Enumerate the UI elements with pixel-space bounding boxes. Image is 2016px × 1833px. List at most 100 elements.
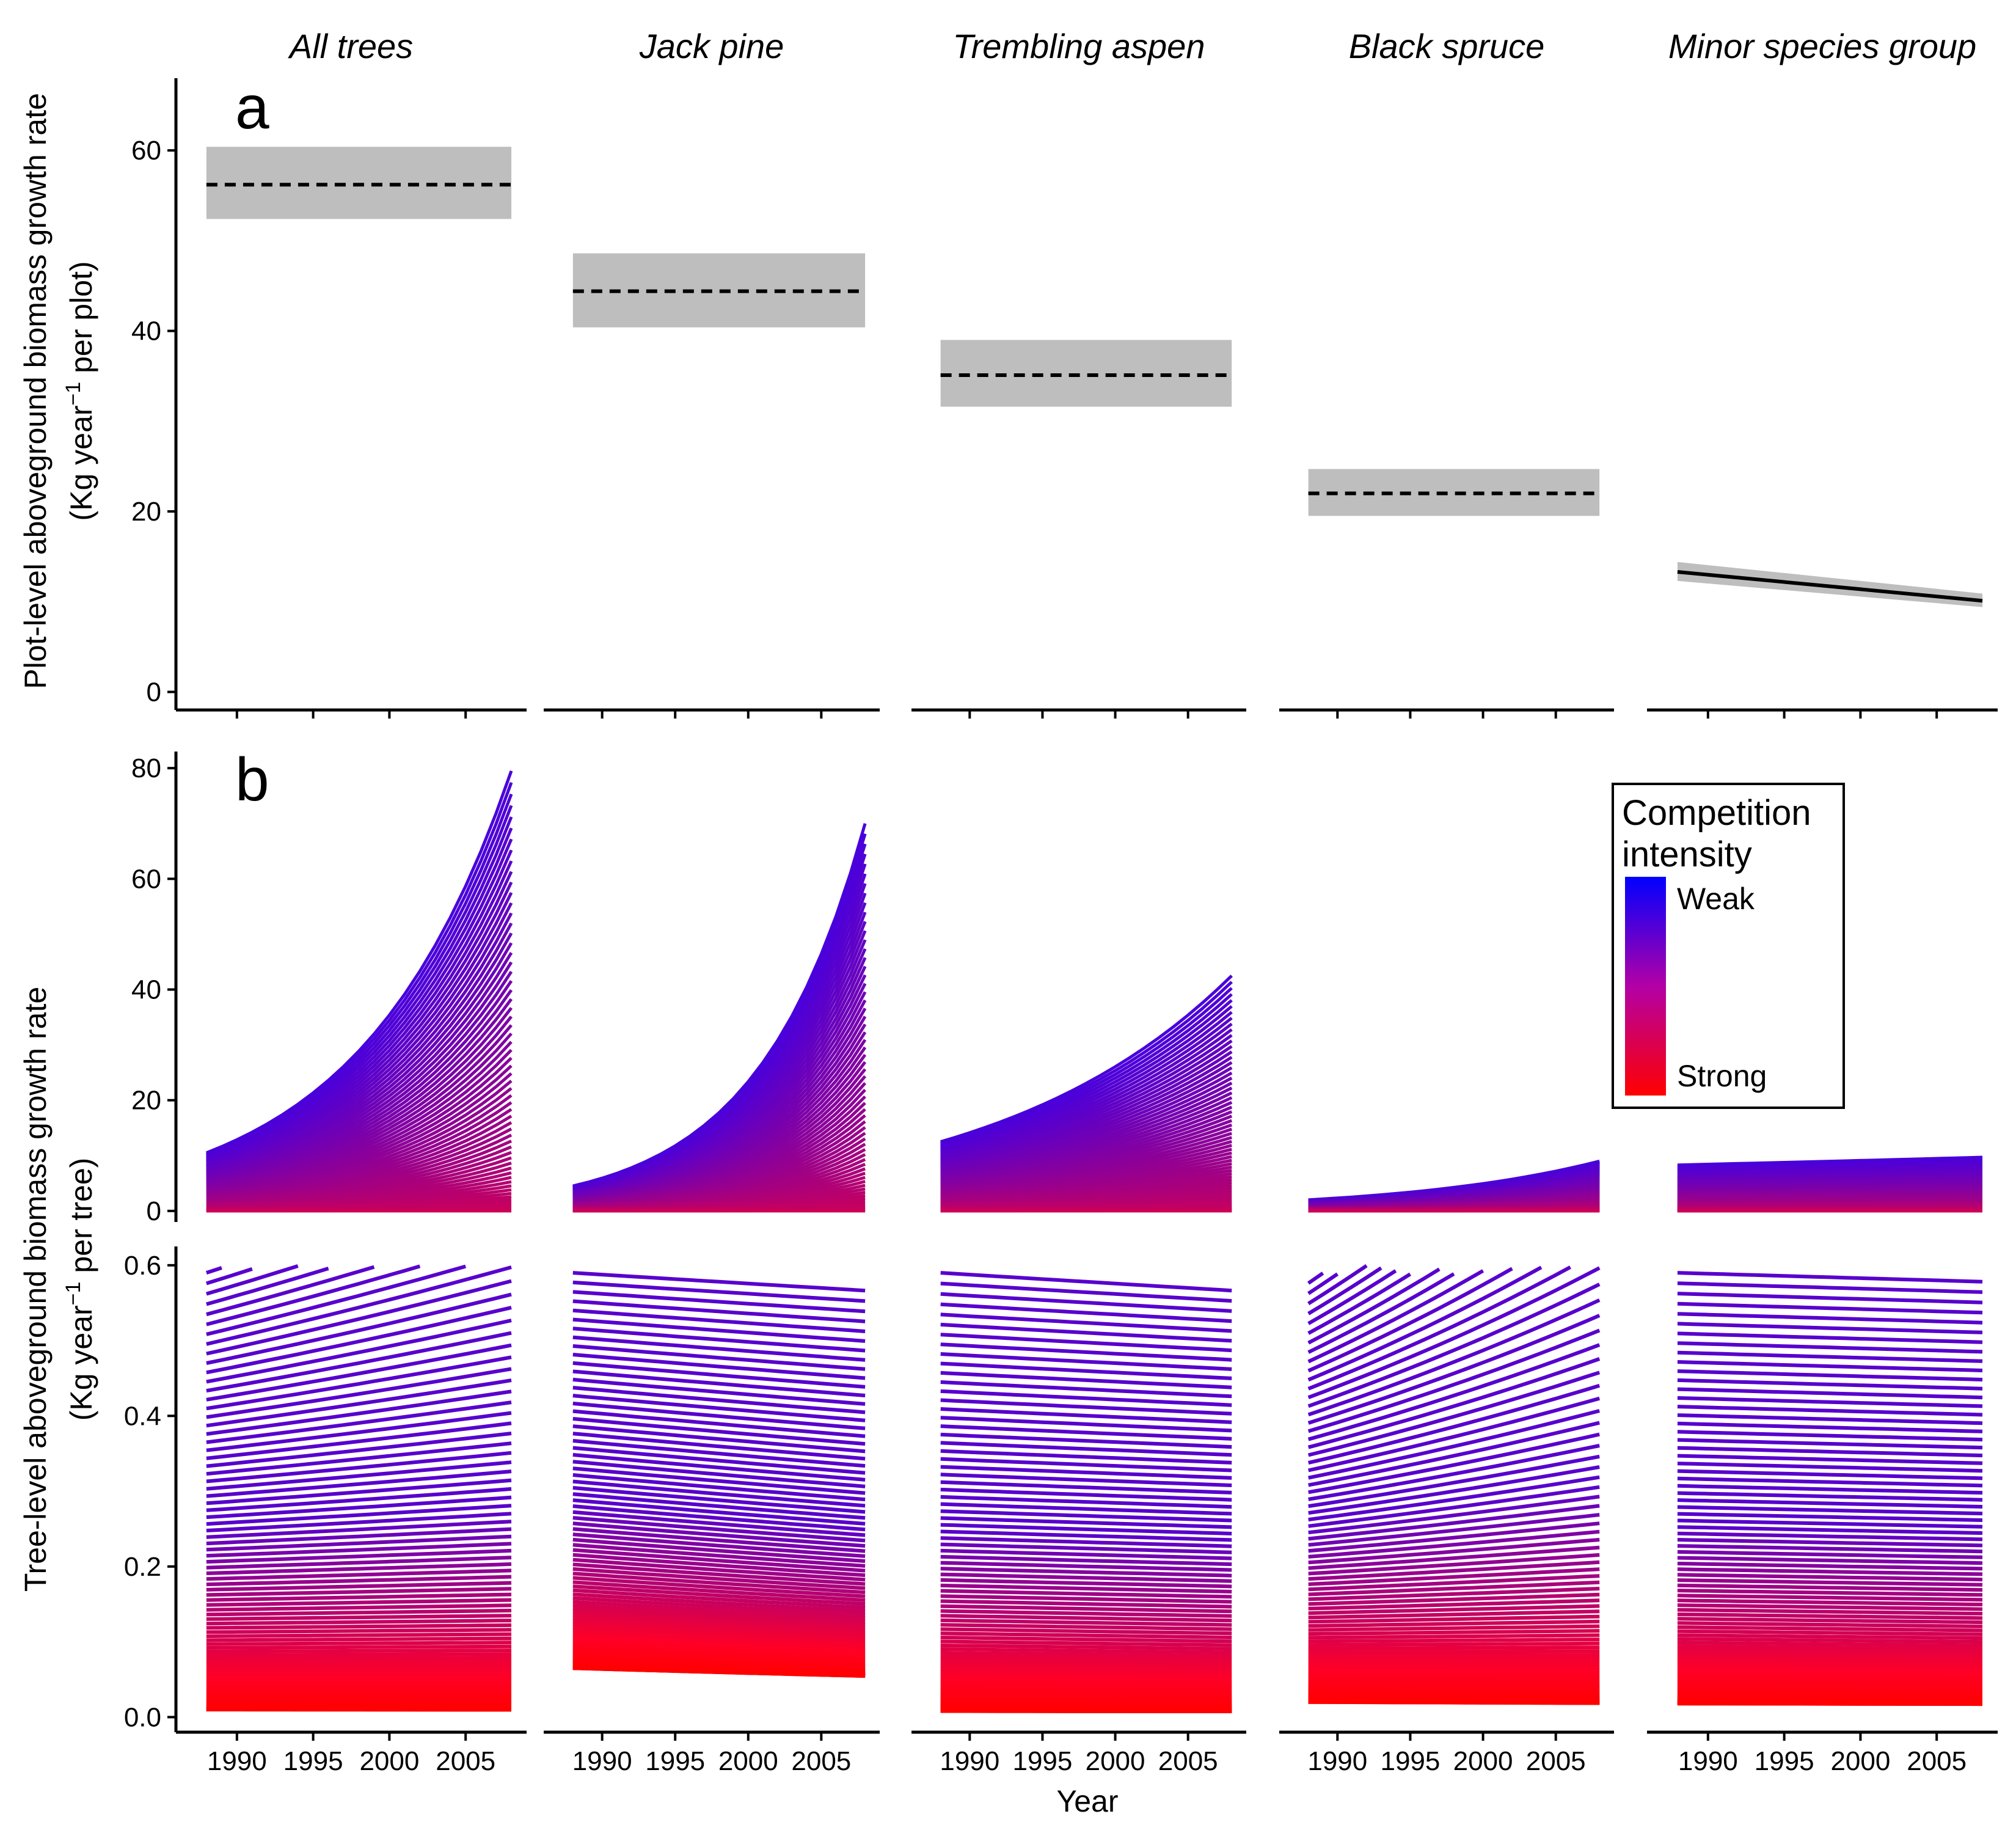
curve-b-lower-0-57 (206, 1534, 512, 1552)
curve-b-lower-1-77 (572, 1386, 866, 1414)
curve-b-lower-0-51 (206, 1575, 512, 1587)
curve-b-upper-2-51 (940, 1028, 1233, 1160)
curve-b-lower-0-62 (206, 1495, 512, 1520)
curve-b-lower-0-50 (206, 1581, 512, 1592)
y-tick-label-bl-1: 0.2 (124, 1552, 161, 1582)
curve-b-lower-3-55 (1308, 1529, 1600, 1559)
svg-text:(Kg year−1 per tree): (Kg year−1 per tree) (62, 1158, 98, 1421)
curve-b-upper-0-42 (206, 961, 513, 1180)
curve-b-lower-2-62 (940, 1516, 1232, 1529)
curve-b-lower-3-28 (1308, 1667, 1600, 1672)
curve-b-lower-3-43 (1308, 1609, 1600, 1620)
curve-b-upper-0-37 (206, 1007, 513, 1186)
curve-b-lower-3-82 (1307, 1272, 1455, 1354)
curve-b-upper-0-39 (206, 989, 513, 1184)
curve-b-lower-1-47 (572, 1571, 866, 1595)
curve-b-lower-0-66 (206, 1460, 512, 1491)
curve-b-lower-4-26 (1677, 1674, 1983, 1679)
curve-b-lower-1-31 (572, 1628, 866, 1645)
curve-b-lower-1-33 (572, 1623, 866, 1641)
curve-family-b-upper-2 (940, 975, 1233, 1213)
curve-b-lower-2-90 (940, 1271, 1232, 1293)
curve-b-lower-2-51 (940, 1583, 1232, 1593)
curve-b-lower-0-37 (206, 1644, 512, 1650)
curve-b-lower-1-55 (572, 1532, 866, 1558)
curve-b-lower-4-64 (1677, 1498, 1983, 1509)
curve-b-lower-1-32 (572, 1625, 866, 1643)
curve-b-lower-4-31 (1677, 1660, 1983, 1666)
curve-b-lower-4-61 (1677, 1518, 1983, 1529)
curve-b-lower-4-45 (1677, 1608, 1983, 1615)
curve-b-lower-0-70 (206, 1421, 512, 1460)
curve-b-lower-0-60 (206, 1512, 512, 1532)
curve-b-lower-3-61 (1308, 1475, 1600, 1522)
curve-b-lower-3-63 (1308, 1454, 1600, 1509)
curve-b-lower-2-46 (940, 1609, 1232, 1618)
curve-b-lower-0-41 (206, 1628, 512, 1634)
curve-family-b-lower-4 (1677, 1271, 1983, 1707)
curve-b-lower-2-87 (940, 1302, 1232, 1323)
x-tick-label-3-0: 1990 (1307, 1746, 1367, 1776)
curve-b-lower-3-73 (1307, 1328, 1601, 1433)
y-axis-title-a-sup: −1 (62, 382, 85, 406)
curve-b-lower-4-23 (1677, 1680, 1983, 1686)
curve-b-upper-0-43 (206, 951, 513, 1179)
curve-b-lower-2-50 (940, 1589, 1232, 1599)
curve-b-lower-4-29 (1677, 1666, 1983, 1672)
x-tick-label-0-1: 1995 (283, 1746, 343, 1776)
curve-b-lower-0-64 (206, 1478, 512, 1506)
svg-text:Tree-level aboveground biomass: Tree-level aboveground biomass growth ra… (18, 987, 53, 1592)
curve-b-lower-0-68 (206, 1441, 512, 1476)
curve-b-lower-3-47 (1308, 1587, 1600, 1601)
ribbon-a-1 (572, 253, 866, 327)
curve-b-lower-0-52 (206, 1568, 512, 1581)
curve-b-lower-2-76 (940, 1407, 1232, 1424)
curve-b-lower-2-78 (940, 1389, 1232, 1407)
curve-b-lower-3-23 (1308, 1678, 1600, 1684)
curve-b-lower-4-38 (1677, 1637, 1983, 1644)
curve-b-lower-2-59 (940, 1536, 1232, 1548)
curve-b-lower-4-33 (1677, 1654, 1983, 1661)
curve-b-lower-2-68 (940, 1473, 1232, 1487)
curve-b-upper-2-32 (940, 1123, 1233, 1187)
curve-b-lower-0-36 (206, 1648, 512, 1653)
ribbon-a-3 (1308, 469, 1600, 516)
curve-b-lower-1-29 (572, 1633, 866, 1650)
curve-b-lower-1-28 (572, 1636, 866, 1652)
curve-b-lower-3-40 (1308, 1624, 1600, 1632)
curve-family-b-lower-2 (940, 1271, 1232, 1713)
curve-b-lower-1-51 (572, 1553, 866, 1578)
curve-b-lower-2-65 (940, 1495, 1232, 1509)
curve-b-lower-2-72 (940, 1441, 1232, 1457)
curve-b-lower-2-71 (940, 1449, 1232, 1465)
curve-b-lower-2-41 (940, 1631, 1232, 1639)
curve-b-upper-2-36 (940, 1105, 1233, 1182)
curve-b-lower-0-59 (206, 1520, 512, 1539)
curve-b-lower-4-85 (1677, 1322, 1983, 1334)
curve-b-lower-3-76 (1307, 1282, 1601, 1408)
curve-b-lower-1-73 (572, 1417, 866, 1446)
curve-b-lower-2-49 (940, 1594, 1232, 1604)
curve-b-lower-2-24 (940, 1685, 1232, 1691)
curve-b-lower-1-57 (572, 1521, 866, 1548)
curve-b-lower-0-58 (206, 1527, 512, 1546)
curve-b-upper-2-40 (940, 1086, 1233, 1177)
curve-b-lower-2-77 (940, 1398, 1232, 1416)
curve-b-lower-3-44 (1308, 1604, 1600, 1615)
curve-b-lower-1-35 (572, 1617, 866, 1635)
curve-b-lower-0-33 (206, 1659, 511, 1664)
curve-b-lower-4-35 (1677, 1647, 1983, 1654)
curve-b-lower-1-84 (572, 1326, 866, 1353)
curve-b-lower-3-87 (1307, 1264, 1368, 1306)
curve-b-lower-2-23 (940, 1687, 1232, 1693)
curve-b-lower-3-84 (1307, 1272, 1411, 1335)
curve-b-lower-1-60 (572, 1504, 866, 1532)
facet-strip-1: Jack pine (639, 27, 784, 65)
curve-b-lower-3-34 (1308, 1649, 1600, 1654)
curve-b-lower-0-89 (206, 1267, 253, 1286)
curve-b-lower-1-88 (572, 1290, 866, 1314)
curve-b-lower-4-90 (1677, 1271, 1983, 1284)
curve-b-lower-2-67 (940, 1480, 1232, 1495)
curve-b-upper-2-44 (940, 1066, 1233, 1171)
axes: 0 20 40 60 0 20 40 60 80 0.0 0.2 0.4 0.6 1990 1995 2000… (124, 78, 1998, 1776)
